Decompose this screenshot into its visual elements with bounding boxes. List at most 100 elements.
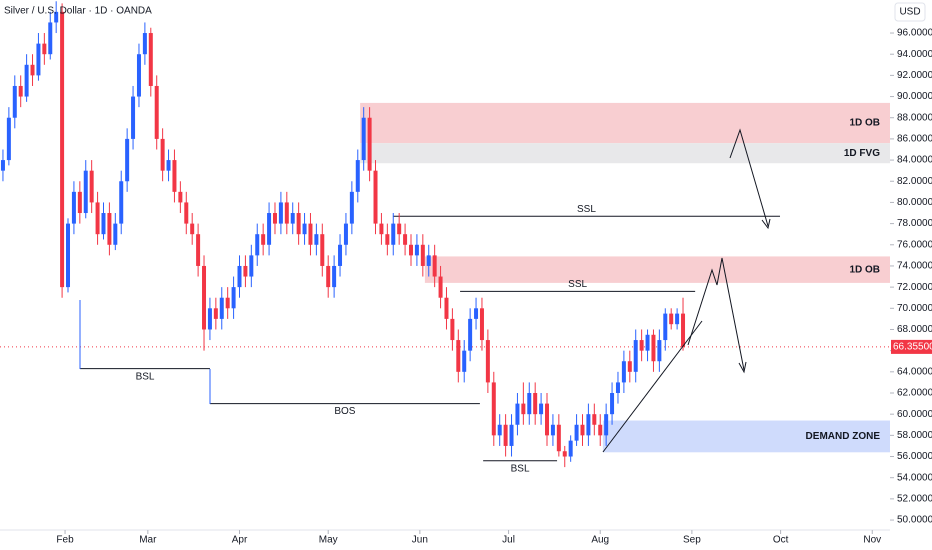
candle-body [255,234,260,256]
candle-body [24,64,29,97]
candle-body [491,382,496,436]
candle-body [604,414,609,436]
candle-body [580,424,585,436]
candle-body [225,297,230,309]
candle-body [231,287,236,309]
level-label: SSL [577,204,596,215]
candle-body [367,117,372,171]
y-tick-label: 58.00000 [897,430,932,441]
candle-body [125,138,130,182]
x-tick-label: Sep [683,535,701,546]
candle-body [349,191,354,224]
candle-body [278,202,283,224]
candle-body [172,160,177,192]
candle-body [568,440,573,457]
candle-body [36,43,41,76]
candle-body [361,117,366,161]
candle-body [42,43,47,55]
candle-body [503,424,508,446]
y-tick-label: 78.00000 [897,218,932,229]
candle-body [550,424,555,436]
candle-body [184,202,189,224]
x-tick-label: Feb [56,535,74,546]
candle-body [539,403,544,415]
candle-body [308,223,313,245]
candle-body [627,361,632,372]
candle-body [373,170,378,224]
y-tick-label: 90.00000 [897,91,932,102]
plot-area [0,1,890,468]
candle-body [101,213,106,235]
candle-body [338,244,343,266]
candle-body [196,234,201,266]
zone-label: 1D FVG [844,148,880,159]
candle-body [190,223,195,235]
zone [360,102,890,144]
y-tick-label: 76.00000 [897,239,932,250]
zone [360,143,890,164]
y-tick-label: 50.00000 [897,515,932,526]
zone [602,420,890,453]
candle-body [355,160,360,192]
candle-body [562,451,567,457]
candle-body [332,265,337,288]
projection-arrow [687,257,745,371]
y-tick-label: 70.00000 [897,303,932,314]
candle-body [6,117,11,161]
candle-body [633,340,638,372]
candle-body [290,213,295,224]
candle-body [60,11,65,288]
candle-body [515,403,520,425]
y-tick-label: 74.00000 [897,261,932,272]
candle-body [639,340,644,351]
y-tick-label: 64.00000 [897,366,932,377]
candle-body [574,424,579,441]
candle-body [0,160,5,171]
candle-body [521,403,526,415]
candle-body [610,393,615,415]
candle-body [450,318,455,341]
x-tick-label: Jun [412,535,428,546]
x-tick-label: Oct [773,535,789,546]
candle-body [95,202,100,235]
level-label: BOS [334,406,355,417]
y-tick-label: 60.00000 [897,409,932,420]
currency-box[interactable] [894,2,926,22]
zone-label: 1D OB [849,118,880,129]
candle-body [420,244,425,266]
candle-body [320,234,325,266]
candle-body [148,33,153,86]
chart-title: Silver / U.S. Dollar · 1D · OANDA [4,6,152,17]
candle-body [468,318,473,351]
projection-arrow [729,128,769,227]
candle-body [397,223,402,235]
x-tick-label: Mar [139,535,157,546]
candle-body [261,234,266,245]
candle-body [681,313,686,347]
x-tick-label: Jul [502,535,515,546]
candle-body [30,64,35,76]
candle-body [533,393,538,415]
last-price-label: 66.35500 [893,342,932,353]
candle-body [302,223,307,235]
candle-body [485,340,490,383]
candle-body [83,170,88,214]
drawings [79,128,771,453]
candle-body [456,340,461,372]
candle-body [213,308,218,319]
candle-body [178,191,183,203]
y-tick-label: 52.00000 [897,494,932,505]
candle-body [598,424,603,436]
candle-body [479,308,484,341]
candle-body [474,308,479,319]
candle-body [509,424,514,446]
candle-body [462,350,467,372]
candle-body [54,11,59,23]
x-tick-label: Nov [863,535,881,546]
candle-body [391,223,396,245]
y-tick-label: 84.00000 [897,155,932,166]
candle-body [131,96,136,139]
candle-body [426,255,431,266]
candle-body [77,191,82,214]
